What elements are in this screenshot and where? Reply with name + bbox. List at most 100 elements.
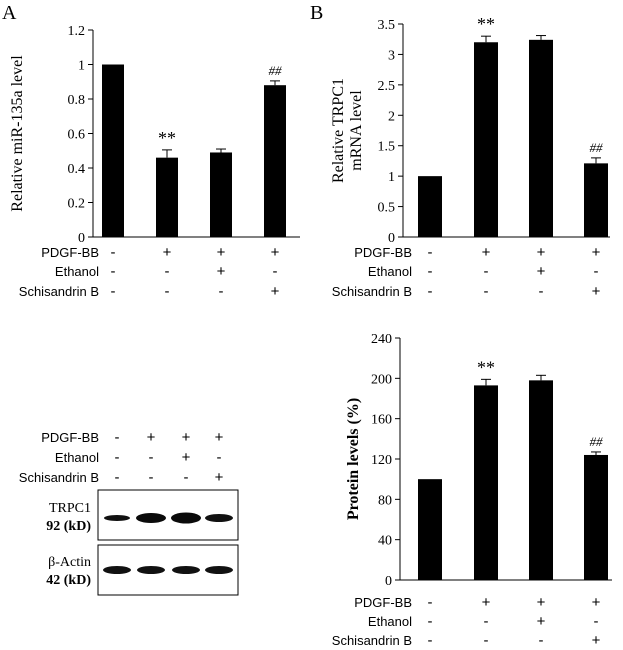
y-tick-label: 1.2: [68, 24, 86, 39]
y-tick-label: 2.5: [378, 79, 396, 94]
condition-sign: -: [111, 283, 116, 300]
condition-label: Schisandrin B: [332, 633, 412, 648]
significance-label: ##: [590, 140, 604, 155]
condition-label: PDGF-BB: [41, 245, 99, 260]
significance-label: ##: [269, 63, 283, 78]
condition-sign: -: [165, 283, 170, 300]
condition-label: Ethanol: [55, 450, 99, 465]
condition-sign: -: [484, 613, 489, 630]
condition-sign: -: [428, 263, 433, 280]
condition-sign: +: [592, 632, 601, 649]
y-tick-label: 2: [388, 109, 395, 124]
condition-sign: +: [163, 244, 172, 261]
y-tick-label: 0: [388, 231, 395, 246]
condition-sign: -: [594, 263, 599, 280]
blot-condition-table: PDGF-BB - + + + Ethanol - - + - Schisandrin B - - - +: [19, 429, 224, 486]
panel-label-b: B: [310, 2, 323, 24]
significance-label: **: [158, 128, 176, 148]
band-size-actin: 42 (kD): [46, 573, 91, 588]
bar: [529, 380, 553, 580]
condition-sign: -: [539, 283, 544, 300]
chart-trpc1-mrna: 0 0.5 1 1.5 2 2.5 3 3.5 Relative TRPC1 mRNA level…: [330, 14, 610, 300]
bar: [418, 479, 442, 580]
condition-sign: +: [592, 244, 601, 261]
y-tick-label: 0: [78, 231, 85, 246]
y-tick-label: 160: [371, 413, 392, 428]
y-tick-label: 3.5: [378, 18, 396, 33]
condition-sign: -: [219, 283, 224, 300]
bar: [474, 42, 498, 237]
condition-sign: +: [217, 244, 226, 261]
band-name-trpc1: TRPC1: [49, 501, 91, 516]
chart-protein-levels: 0 40 80 120 160 200 240 Protein levels (%) ** ## P…: [332, 332, 612, 649]
bar: [264, 85, 286, 237]
y-axis-label: Relative miR-135a level: [9, 55, 26, 212]
condition-sign: +: [215, 429, 224, 446]
condition-sign: -: [428, 594, 433, 611]
bar: [584, 454, 608, 580]
y-tick-label: 200: [371, 372, 392, 387]
y-tick-label: 0.5: [378, 201, 396, 216]
condition-sign: +: [537, 263, 546, 280]
condition-sign: -: [149, 449, 154, 466]
condition-sign: -: [484, 632, 489, 649]
bar: [210, 152, 232, 237]
bar: [156, 157, 178, 237]
condition-label: PDGF-BB: [41, 430, 99, 445]
band-trpc1-lane-2: [136, 513, 166, 523]
band-trpc1-lane-3: [171, 512, 201, 524]
condition-sign: -: [594, 613, 599, 630]
condition-sign: -: [273, 263, 278, 280]
band-actin-lane-2: [137, 566, 165, 574]
band-actin-lane-1: [103, 566, 131, 574]
condition-label: Ethanol: [368, 264, 412, 279]
y-tick-label: 120: [371, 453, 392, 468]
y-tick-label: 240: [371, 332, 392, 347]
condition-sign: -: [428, 632, 433, 649]
y-axis-label: Protein levels (%): [345, 398, 362, 520]
condition-sign: -: [217, 449, 222, 466]
y-tick-label: 0.6: [68, 128, 86, 143]
condition-sign: +: [271, 283, 280, 300]
band-actin-lane-3: [172, 566, 200, 574]
condition-sign: +: [537, 613, 546, 630]
band-actin-lane-4: [205, 566, 233, 574]
condition-sign: -: [149, 469, 154, 486]
band-size-trpc1: 92 (kD): [46, 519, 91, 534]
condition-sign: +: [271, 244, 280, 261]
condition-sign: -: [115, 469, 120, 486]
condition-sign: +: [182, 449, 191, 466]
bar: [529, 39, 553, 237]
condition-sign: +: [482, 244, 491, 261]
condition-sign: -: [484, 263, 489, 280]
condition-sign: +: [592, 594, 601, 611]
significance-label: **: [477, 14, 495, 34]
condition-sign: +: [592, 283, 601, 300]
condition-label: PDGF-BB: [354, 595, 412, 610]
condition-label: PDGF-BB: [354, 245, 412, 260]
condition-sign: -: [111, 244, 116, 261]
condition-sign: -: [428, 283, 433, 300]
y-tick-label: 0.2: [68, 197, 86, 212]
y-axis-label: mRNA level: [348, 90, 365, 171]
condition-sign: -: [184, 469, 189, 486]
condition-sign: +: [215, 469, 224, 486]
condition-sign: +: [147, 429, 156, 446]
bar: [102, 64, 124, 237]
y-tick-label: 0.4: [68, 162, 86, 177]
condition-sign: -: [539, 632, 544, 649]
condition-sign: +: [182, 429, 191, 446]
condition-sign: -: [428, 613, 433, 630]
condition-sign: +: [482, 594, 491, 611]
y-tick-label: 40: [378, 534, 392, 549]
condition-sign: -: [111, 263, 116, 280]
bar: [474, 385, 498, 580]
condition-label: Ethanol: [55, 264, 99, 279]
y-tick-label: 1: [78, 59, 85, 74]
western-blot: PDGF-BB - + + +Ethanol - - + -Schisandrin B - - - + …: [19, 429, 239, 596]
band-trpc1-lane-1: [104, 515, 130, 521]
condition-label: Ethanol: [368, 614, 412, 629]
bar: [418, 176, 442, 237]
y-tick-label: 3: [388, 48, 395, 63]
